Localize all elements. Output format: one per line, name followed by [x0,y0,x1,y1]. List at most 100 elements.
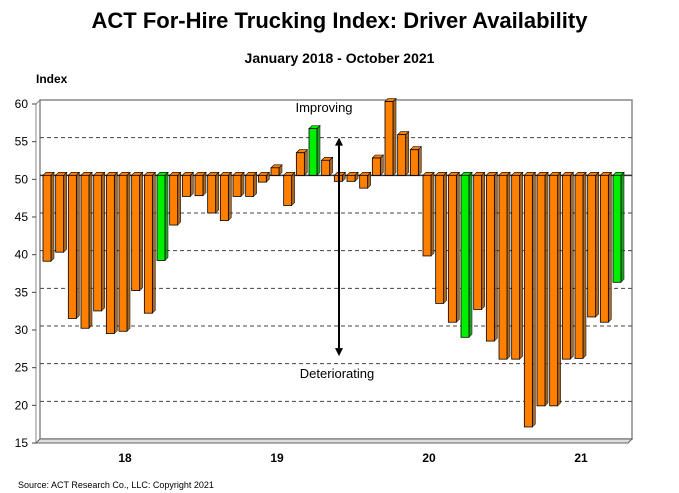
bar-side [291,171,295,207]
bar-side [380,154,384,177]
bar-side [608,171,612,323]
bar [143,174,153,314]
bar [219,174,229,221]
bar-side [114,171,118,335]
bar-side [570,171,574,360]
bar [612,174,622,283]
bar-side [228,171,232,222]
bar [283,174,293,206]
x-tick-label: 18 [118,451,132,465]
bar-side [152,171,156,314]
bar-side [88,171,93,329]
bar [359,174,369,189]
arrow-up-head [335,137,343,146]
arrow-down-head [335,348,343,357]
bar-side [164,171,169,262]
bar [397,134,407,176]
bar [485,174,495,342]
bar-side [519,171,523,360]
bar-side [506,171,511,360]
x-tick-label: 19 [270,451,284,465]
floor [34,438,634,444]
y-tick-label: 55 [15,135,29,149]
x-tick-label: 20 [422,451,436,465]
bar [55,174,65,253]
bar-side [620,171,625,284]
bar-side [392,97,397,177]
bar-side [190,171,194,198]
bar-side [468,171,473,339]
bar-side [557,171,561,407]
bar [181,174,191,197]
bar [194,174,204,197]
bar [422,174,432,257]
bar [232,174,242,197]
annotation-deteriorating: Deteriorating [300,366,374,381]
bar-side [481,171,485,311]
bar-side [139,171,143,292]
bar [131,174,141,291]
bar [257,174,267,183]
x-tick-label: 21 [574,451,588,465]
bar [384,101,394,176]
bar [93,174,103,312]
chart-title: ACT For-Hire Trucking Index: Driver Avai… [91,8,588,33]
bar [42,174,52,262]
bar-side [595,171,599,318]
y-tick-label: 15 [15,436,29,450]
bar-side [63,171,67,253]
bar [473,174,483,310]
y-axis-label: Index [36,72,68,86]
bar [536,174,546,407]
bar [169,174,179,226]
bar [118,174,128,332]
bar-side [240,171,245,198]
bar [460,174,470,338]
bar-side [304,149,308,177]
bar-side [443,171,447,305]
bar [156,174,166,261]
bar [321,159,331,176]
annotation-improving: Improving [295,100,352,115]
bar-side [430,171,435,257]
bar [308,128,318,176]
bar-side [202,171,207,197]
bar-side [582,171,587,360]
bar [346,174,356,182]
bar-side [316,124,321,177]
bar-side [101,171,105,312]
bar [447,174,457,323]
bar-side [50,171,55,262]
bar [105,174,115,334]
bar [371,157,381,176]
bar-side [177,171,181,226]
bar-side [215,171,219,214]
bar-side [253,171,257,198]
y-tick-label: 60 [15,97,29,111]
source-note: Source: ACT Research Co., LLC: Copyright… [18,480,214,490]
bar-side [456,171,460,323]
bar [67,174,77,319]
bar [511,174,521,360]
bar [435,174,445,304]
bar [207,174,217,214]
y-tick-label: 20 [15,398,29,412]
bar [599,174,609,323]
y-tick-label: 40 [15,248,29,262]
bar [245,174,255,197]
bar [561,174,571,360]
y-tick-label: 35 [15,285,29,299]
bar [498,174,508,360]
bar-side [405,130,409,177]
bar [549,174,559,407]
y-tick-label: 30 [15,323,29,337]
bar [523,174,533,428]
bar-side [126,171,131,332]
bar-side [532,171,536,428]
y-tick-label: 50 [15,172,29,186]
chart-subtitle: January 2018 - October 2021 [244,50,435,66]
bar-side [494,171,498,342]
bar-side [544,171,549,407]
